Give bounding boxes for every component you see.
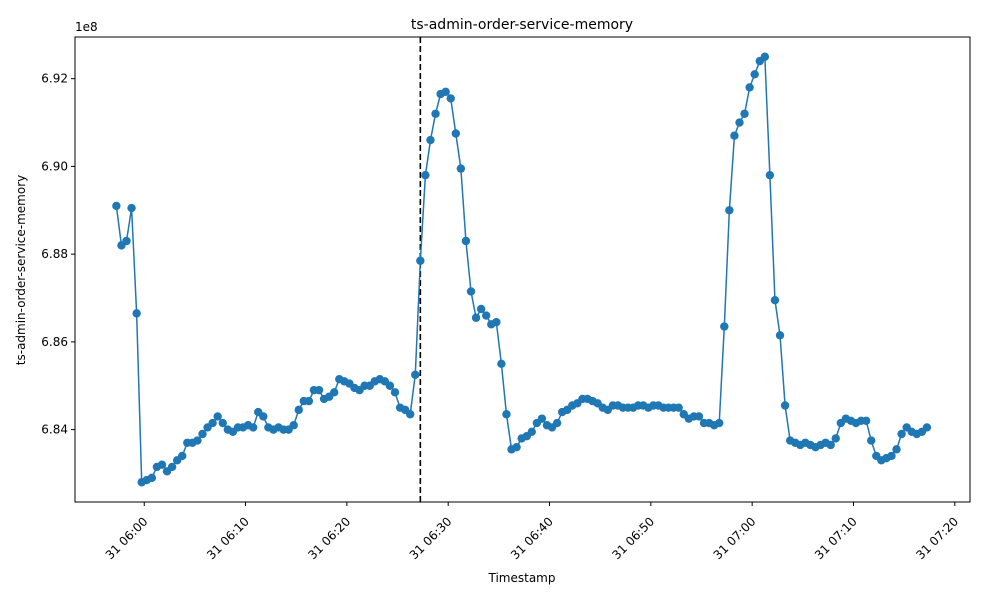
data-point — [294, 405, 303, 415]
data-point — [861, 416, 871, 426]
y-tick-label: 6.92 — [41, 72, 68, 86]
data-point — [451, 129, 460, 138]
data-point — [735, 118, 744, 127]
data-point — [431, 109, 440, 118]
data-point — [406, 410, 415, 419]
data-point — [314, 385, 324, 395]
data-point — [867, 436, 876, 445]
data-point — [922, 423, 932, 432]
data-point — [441, 87, 450, 97]
data-point — [122, 236, 131, 246]
data-point — [780, 401, 790, 410]
data-point — [725, 206, 734, 215]
data-point — [887, 451, 896, 461]
data-point — [720, 322, 729, 331]
data-point — [760, 52, 770, 61]
data-point — [461, 236, 471, 246]
data-point — [750, 70, 759, 79]
data-point — [730, 131, 739, 140]
plot-background — [75, 37, 970, 502]
data-point — [456, 164, 466, 173]
data-point — [198, 429, 207, 439]
data-point — [416, 256, 425, 265]
data-point — [167, 462, 177, 472]
data-point — [390, 388, 400, 397]
data-point — [426, 135, 435, 145]
data-point — [248, 423, 258, 432]
data-point — [330, 388, 339, 397]
data-point — [178, 451, 187, 461]
data-point — [770, 296, 780, 305]
y-tick-label: 6.86 — [41, 335, 68, 349]
data-point — [132, 309, 141, 318]
y-tick-label: 6.88 — [41, 247, 68, 261]
data-point — [497, 359, 506, 369]
y-axis-label: ts-admin-order-service-memory — [14, 175, 28, 365]
plot-area — [74, 36, 971, 503]
y-tick-label: 6.90 — [41, 159, 68, 173]
data-point — [674, 403, 683, 412]
data-point — [512, 442, 521, 452]
data-point — [446, 94, 455, 103]
data-point — [421, 170, 430, 180]
y-scale-label: 1e8 — [75, 20, 98, 34]
data-point — [502, 410, 511, 419]
data-point — [775, 331, 785, 340]
data-point — [892, 445, 901, 454]
data-point — [745, 83, 754, 92]
data-point — [147, 473, 157, 483]
data-point — [218, 418, 227, 428]
data-point — [127, 203, 136, 213]
data-point — [715, 418, 724, 428]
data-point — [481, 311, 491, 320]
data-point — [112, 201, 121, 211]
y-axis: 6.84 6.86 6.88 6.90 6.92 — [41, 72, 75, 437]
data-point — [552, 418, 562, 428]
data-point — [193, 436, 202, 445]
data-point — [897, 429, 906, 439]
data-point — [826, 440, 835, 450]
x-axis-label: Timestamp — [488, 571, 556, 585]
data-point — [527, 427, 536, 437]
plot-frame — [74, 36, 971, 503]
data-point — [537, 414, 547, 423]
data-point — [289, 421, 298, 430]
data-point — [471, 313, 481, 322]
data-point — [765, 170, 775, 180]
data-point — [694, 412, 704, 421]
data-point — [411, 370, 420, 379]
data-point — [466, 287, 476, 296]
series-layer — [112, 52, 932, 487]
data-point — [831, 434, 840, 443]
data-point — [304, 396, 314, 406]
data-point — [492, 317, 501, 327]
data-point — [213, 412, 222, 421]
data-point — [476, 304, 486, 314]
y-tick-label: 6.84 — [41, 423, 68, 437]
data-point — [259, 412, 268, 421]
data-point — [740, 109, 749, 118]
data-point — [208, 418, 217, 428]
data-point — [157, 460, 167, 469]
chart-title: ts-admin-order-service-memory — [411, 17, 633, 33]
data-point — [385, 381, 395, 390]
